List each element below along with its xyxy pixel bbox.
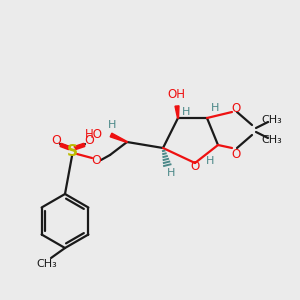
Text: O: O <box>51 134 61 148</box>
Text: HO: HO <box>85 128 103 140</box>
Text: O: O <box>190 160 200 173</box>
Text: O: O <box>84 134 94 148</box>
Polygon shape <box>175 106 179 118</box>
Text: H: H <box>182 107 190 117</box>
Text: CH₃: CH₃ <box>262 135 282 145</box>
Text: O: O <box>231 101 241 115</box>
Text: H: H <box>167 168 175 178</box>
Polygon shape <box>110 133 127 142</box>
Text: H: H <box>211 103 219 113</box>
Text: CH₃: CH₃ <box>37 259 57 269</box>
Text: CH₃: CH₃ <box>262 115 282 125</box>
Text: O: O <box>91 154 101 167</box>
Text: O: O <box>231 148 241 160</box>
Text: S: S <box>67 143 77 158</box>
Text: H: H <box>108 120 116 130</box>
Text: OH: OH <box>167 88 185 101</box>
Text: H: H <box>206 156 214 166</box>
